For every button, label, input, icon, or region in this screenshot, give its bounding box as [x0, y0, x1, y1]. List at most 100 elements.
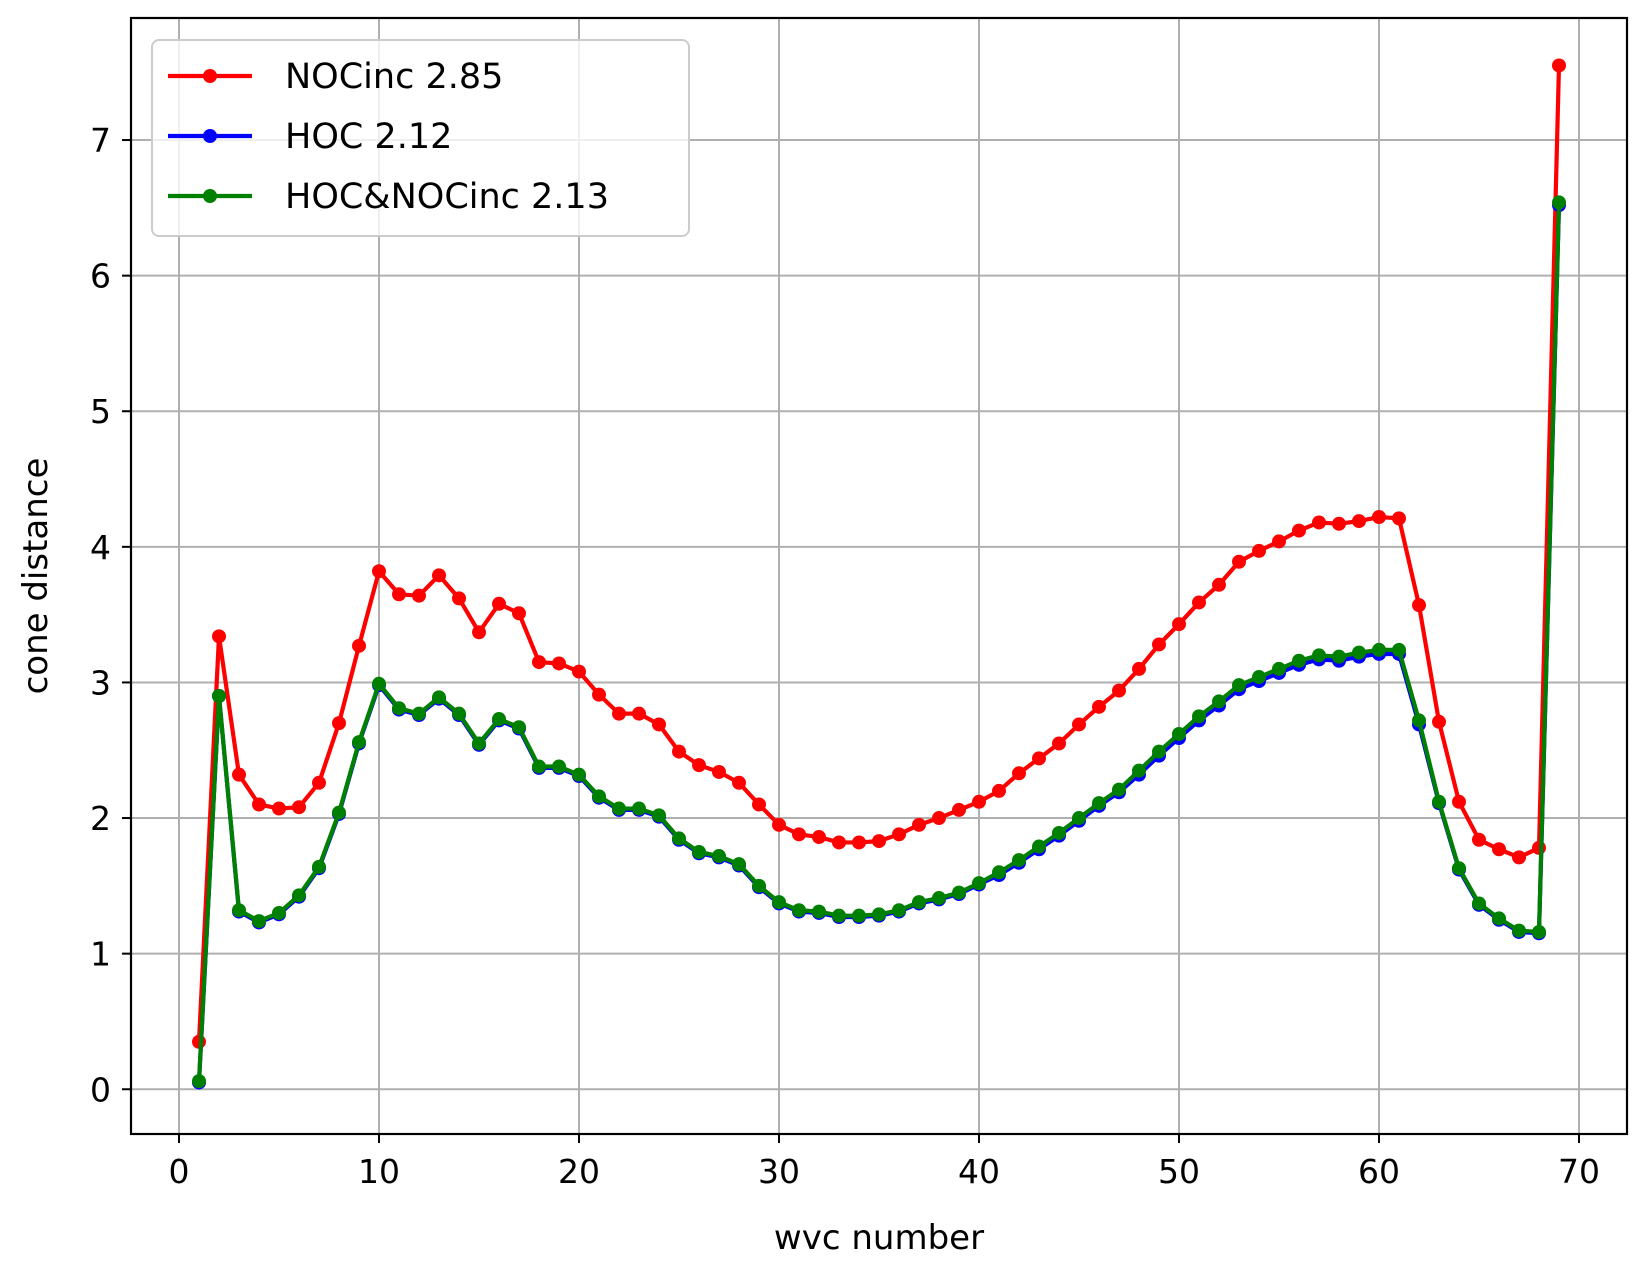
data-point — [632, 801, 646, 816]
data-point — [932, 811, 946, 826]
data-point — [712, 849, 726, 864]
data-point — [1452, 794, 1466, 809]
data-point — [1192, 595, 1206, 610]
data-point — [352, 638, 366, 653]
data-point — [252, 914, 266, 929]
data-point — [1012, 853, 1026, 868]
data-point — [952, 802, 966, 817]
x-tick-label: 50 — [1158, 1152, 1200, 1191]
data-point — [492, 596, 506, 611]
data-point — [272, 801, 286, 816]
data-point — [912, 895, 926, 910]
data-point — [412, 706, 426, 721]
plot-frame — [129, 16, 1629, 1136]
data-point — [832, 908, 846, 923]
y-tick-label: 1 — [90, 935, 111, 974]
legend-label: HOC 2.12 — [285, 117, 452, 157]
data-point — [1412, 713, 1426, 728]
x-axis-label: wvc number — [774, 1218, 984, 1258]
data-point — [1532, 840, 1546, 855]
data-point — [1032, 751, 1046, 766]
legend-swatch-marker — [203, 69, 217, 83]
data-point — [1412, 598, 1426, 613]
data-point — [1252, 670, 1266, 685]
y-tick-label: 7 — [90, 121, 111, 160]
data-point — [1172, 726, 1186, 741]
y-tick-label: 2 — [90, 799, 111, 838]
data-point — [1152, 744, 1166, 759]
data-point — [1292, 523, 1306, 538]
data-point — [632, 706, 646, 721]
data-point — [1392, 642, 1406, 657]
data-point — [752, 797, 766, 812]
data-point — [472, 625, 486, 640]
data-point — [732, 775, 746, 790]
data-point — [1432, 714, 1446, 729]
data-point — [692, 844, 706, 859]
data-point — [872, 834, 886, 849]
data-point — [532, 759, 546, 774]
data-point — [272, 905, 286, 920]
series-1 — [192, 58, 1566, 1049]
data-point — [1272, 661, 1286, 676]
data-point — [592, 789, 606, 804]
series-layer — [192, 58, 1566, 1090]
data-point — [192, 1074, 206, 1089]
data-point — [812, 904, 826, 919]
data-point — [432, 690, 446, 705]
legend-label: NOCinc 2.85 — [285, 57, 503, 97]
data-point — [1492, 842, 1506, 857]
data-point — [892, 827, 906, 842]
data-point — [572, 767, 586, 782]
data-point — [592, 687, 606, 702]
data-point — [1052, 825, 1066, 840]
data-point — [1072, 717, 1086, 732]
data-point — [692, 758, 706, 773]
data-point — [832, 835, 846, 850]
data-point — [1312, 515, 1326, 530]
y-tick-label: 4 — [90, 528, 111, 567]
data-point — [812, 830, 826, 845]
data-point — [852, 908, 866, 923]
data-point — [1392, 511, 1406, 526]
data-point — [312, 775, 326, 790]
data-point — [1132, 661, 1146, 676]
data-point — [1512, 923, 1526, 938]
data-point — [1372, 510, 1386, 525]
data-point — [932, 891, 946, 906]
data-point — [1072, 811, 1086, 826]
legend-swatch-marker — [203, 129, 217, 143]
data-point — [892, 903, 906, 918]
data-point — [1432, 794, 1446, 809]
legend-label: HOC&NOCinc 2.13 — [285, 177, 609, 217]
y-tick-label: 5 — [90, 392, 111, 431]
data-point — [372, 564, 386, 579]
x-tick-label: 10 — [358, 1152, 400, 1191]
data-point — [972, 794, 986, 809]
data-point — [1472, 896, 1486, 911]
data-point — [772, 895, 786, 910]
data-point — [292, 888, 306, 903]
data-point — [912, 817, 926, 832]
y-tick-label: 6 — [90, 257, 111, 296]
data-point — [212, 689, 226, 704]
ticks: 0 10 20 30 40 50 60 70 0 1 2 3 4 5 6 7 — [90, 121, 1600, 1191]
data-point — [1152, 637, 1166, 652]
data-point — [552, 759, 566, 774]
data-point — [352, 735, 366, 750]
data-point — [332, 716, 346, 731]
data-point — [1452, 861, 1466, 876]
data-point — [232, 767, 246, 782]
data-point — [1512, 850, 1526, 865]
x-tick-label: 20 — [558, 1152, 600, 1191]
data-point — [212, 629, 226, 644]
legend: NOCinc 2.85 HOC 2.12 HOC&NOCinc 2.13 — [151, 39, 690, 237]
data-point — [1352, 645, 1366, 660]
x-tick-label: 70 — [1558, 1152, 1600, 1191]
data-point — [1532, 924, 1546, 939]
x-tick-label: 60 — [1358, 1152, 1400, 1191]
data-point — [1052, 736, 1066, 751]
data-point — [512, 720, 526, 735]
data-point — [612, 706, 626, 721]
y-axis-label: cone distance — [16, 458, 56, 695]
